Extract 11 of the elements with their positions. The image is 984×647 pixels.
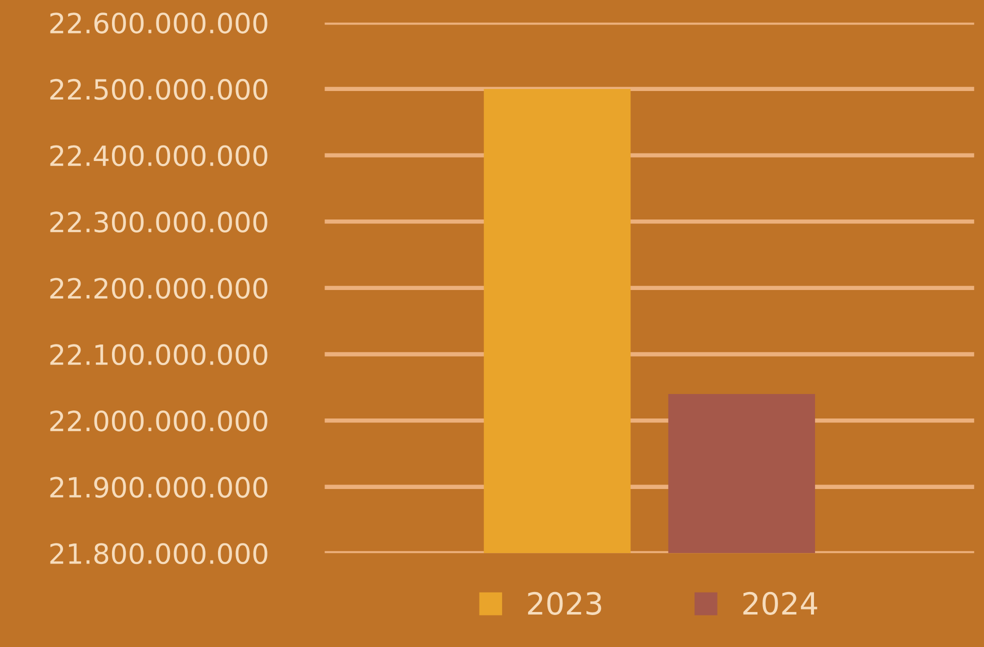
y-tick-label: 22.000.000.000 (50, 410, 268, 432)
y-tick-label: 21.900.000.000 (50, 476, 268, 498)
y-tick-label: 22.500.000.000 (50, 78, 268, 100)
y-tick-label: 22.400.000.000 (50, 145, 268, 166)
legend-label: 2023 (528, 592, 602, 615)
y-tick-label: 22.200.000.000 (50, 278, 268, 299)
y-tick-label: 22.300.000.000 (50, 212, 268, 233)
y-tick-label: 21.800.000.000 (50, 543, 268, 564)
legend-label: 2024 (743, 592, 818, 615)
y-tick-label: 22.600.000.000 (50, 12, 268, 34)
y-tick-label: 22.100.000.000 (50, 344, 268, 366)
